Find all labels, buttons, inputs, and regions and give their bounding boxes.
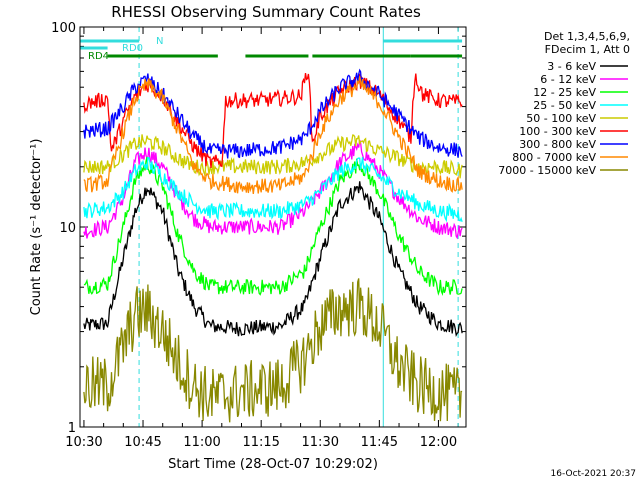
series-line-4	[83, 156, 463, 223]
axis-ticks: 10:30 10:45 11:00 11:15 11:30 11:45 12:00 1 10 10…	[51, 21, 466, 450]
series-line-9	[83, 278, 463, 423]
legend-label: 100 - 300 keV	[519, 125, 596, 138]
flag-label: RD0	[122, 43, 143, 54]
legend-label: 25 - 50 keV	[533, 99, 596, 112]
y-axis-label: Count Rate (s⁻¹ detector⁻¹)	[29, 139, 44, 316]
x-tick-label: 10:30	[65, 435, 102, 450]
generated-timestamp: 16-Oct-2021 20:37	[551, 469, 636, 479]
x-tick-label: 12:00	[420, 435, 457, 450]
y-tick-label: 100	[51, 21, 76, 36]
x-tick-label: 11:30	[302, 435, 339, 450]
x-tick-label: 11:45	[361, 435, 398, 450]
series-line-1	[83, 181, 463, 338]
series-line-3	[83, 156, 463, 297]
legend-label: 300 - 800 keV	[519, 138, 596, 151]
y-tick-label: 1	[68, 421, 76, 436]
series-line-8	[83, 76, 463, 194]
legend-label: 7000 - 15000 keV	[498, 164, 596, 177]
legend-label: 800 - 7000 keV	[512, 151, 596, 164]
series-line-5	[83, 134, 463, 179]
flag-bars: N RD0 RD4	[80, 36, 463, 62]
plot-frame	[79, 26, 467, 428]
x-tick-label: 11:15	[242, 435, 279, 450]
legend-label: 50 - 100 keV	[526, 112, 596, 125]
flag-label: N	[156, 36, 163, 47]
y-tick-label: 10	[59, 221, 76, 236]
chart-title: RHESSI Observing Summary Count Rates	[111, 3, 421, 21]
x-tick-label: 10:45	[124, 435, 161, 450]
flag-label: RD4	[88, 51, 109, 62]
series-line-7	[83, 68, 463, 159]
legend-header-line-2: FDecim 1, Att 0	[545, 43, 630, 56]
series-group	[83, 68, 463, 423]
legend-label: 6 - 12 keV	[540, 73, 596, 86]
legend-label: 12 - 25 keV	[533, 86, 596, 99]
legend-header-line-1: Det 1,3,4,5,6,9,	[544, 30, 630, 43]
x-axis-label: Start Time (28-Oct-07 10:29:02)	[168, 457, 378, 472]
legend-label: 3 - 6 keV	[547, 60, 596, 73]
x-tick-label: 11:00	[183, 435, 220, 450]
